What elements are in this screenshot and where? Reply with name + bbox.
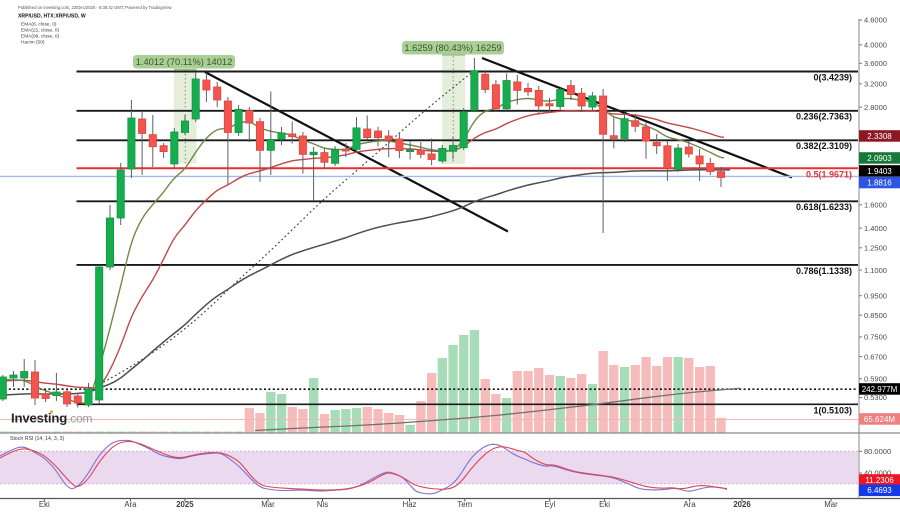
svg-text:0(3.4239): 0(3.4239) (813, 73, 852, 83)
svg-text:3.2000: 3.2000 (864, 80, 887, 89)
svg-text:0.382(2.3109): 0.382(2.3109) (796, 141, 852, 151)
svg-text:4.0000: 4.0000 (864, 41, 887, 50)
svg-text:Hacim (50): Hacim (50) (21, 40, 45, 46)
svg-text:Published on Investing.com, 23: Published on Investing.com, 23/Dec/2025 … (18, 5, 173, 10)
svg-text:EMA(8, close, 0): EMA(8, close, 0) (21, 22, 57, 28)
svg-text:1.2500: 1.2500 (864, 244, 887, 253)
svg-text:0.618(1.6233): 0.618(1.6233) (796, 202, 852, 212)
svg-text:65.624M: 65.624M (864, 415, 895, 424)
svg-text:EMA(99, close, 0): EMA(99, close, 0) (21, 34, 60, 40)
svg-text:1.6259 (80.43%) 16259: 1.6259 (80.43%) 16259 (404, 43, 501, 53)
svg-text:XRP/USD, HTX:XRP/USD, W: XRP/USD, HTX:XRP/USD, W (18, 14, 86, 20)
svg-text:Haz: Haz (403, 500, 417, 509)
svg-text:Eyl: Eyl (544, 500, 555, 509)
svg-text:2.3308: 2.3308 (867, 132, 892, 141)
svg-text:0.6700: 0.6700 (864, 352, 887, 361)
svg-text:2025: 2025 (176, 500, 194, 509)
svg-text:0.5300: 0.5300 (864, 393, 887, 402)
svg-text:0.9500: 0.9500 (864, 291, 887, 300)
svg-text:EMA(21, close, 0): EMA(21, close, 0) (21, 28, 60, 34)
svg-text:6.4693: 6.4693 (867, 486, 892, 495)
svg-text:0.236(2.7363): 0.236(2.7363) (796, 112, 852, 122)
svg-text:Ara: Ara (124, 500, 137, 509)
svg-text:242.977M: 242.977M (862, 385, 898, 394)
svg-text:Stoch RSI (14, 14, 3, 3): Stoch RSI (14, 14, 3, 3) (10, 436, 64, 442)
svg-text:Investing.com: Investing.com (11, 411, 93, 426)
svg-text:4.6000: 4.6000 (864, 16, 887, 25)
svg-text:Mar: Mar (824, 500, 838, 509)
svg-text:Tem: Tem (457, 500, 472, 509)
svg-text:40.0000: 40.0000 (864, 469, 891, 478)
svg-text:Mar: Mar (261, 500, 275, 509)
svg-text:1.4000: 1.4000 (864, 224, 887, 233)
svg-text:Eki: Eki (39, 500, 50, 509)
svg-text:1(0.5103): 1(0.5103) (813, 406, 852, 416)
svg-text:Eki: Eki (599, 500, 610, 509)
svg-text:3.6000: 3.6000 (864, 59, 887, 68)
svg-text:2.0903: 2.0903 (867, 154, 892, 163)
svg-text:0.8500: 0.8500 (864, 311, 887, 320)
svg-text:0.7500: 0.7500 (864, 333, 887, 342)
svg-text:Ara: Ara (684, 500, 697, 509)
svg-text:0.5(1.9671): 0.5(1.9671) (806, 170, 852, 180)
svg-text:0.5900: 0.5900 (864, 375, 887, 384)
svg-text:1.9403: 1.9403 (867, 167, 892, 176)
svg-text:1.6000: 1.6000 (864, 201, 887, 210)
svg-text:1.4012 (70.11%) 14012: 1.4012 (70.11%) 14012 (136, 57, 233, 67)
svg-text:2026: 2026 (733, 500, 751, 509)
svg-text:2.8000: 2.8000 (864, 103, 887, 112)
svg-text:Nis: Nis (317, 500, 328, 509)
svg-text:1.8816: 1.8816 (867, 178, 892, 187)
svg-text:11.2306: 11.2306 (865, 476, 894, 485)
svg-text:0.786(1.1338): 0.786(1.1338) (796, 266, 852, 276)
svg-text:80.0000: 80.0000 (864, 447, 891, 456)
svg-text:1.1000: 1.1000 (864, 266, 887, 275)
